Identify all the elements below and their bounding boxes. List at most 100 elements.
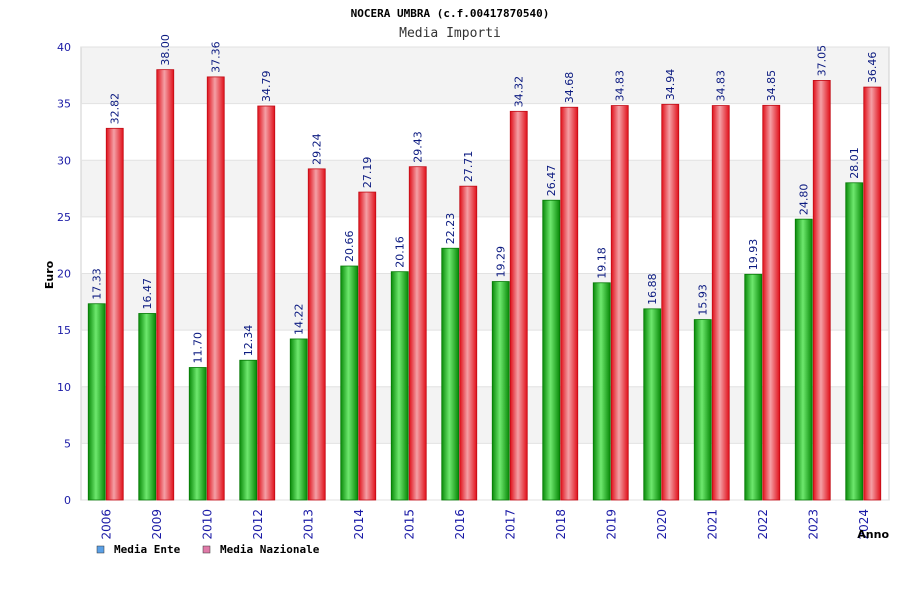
bar-media-ente (441, 247, 460, 501)
legend-label-media-nazionale: Media Nazionale (220, 543, 320, 556)
y-tick-label: 30 (57, 154, 71, 167)
bar-media-nazionale (156, 69, 175, 501)
bar-media-ente (643, 308, 662, 501)
bar-media-nazionale (610, 105, 629, 501)
bar-media-nazionale (661, 103, 680, 501)
data-label: 26.47 (545, 165, 558, 197)
data-label: 34.79 (260, 71, 273, 103)
bar-media-ente (592, 282, 611, 501)
x-tick-label: 2009 (150, 509, 164, 540)
bar-media-ente (542, 199, 561, 501)
bar-media-nazionale (711, 105, 730, 501)
bar-media-ente (138, 313, 157, 501)
bar-media-nazionale (358, 191, 377, 501)
x-tick-label: 2012 (251, 509, 265, 540)
data-label: 29.24 (311, 133, 324, 165)
x-axis-label: Anno (857, 528, 889, 541)
data-label: 20.66 (343, 231, 356, 263)
x-tick-label: 2017 (503, 509, 517, 540)
bar-media-ente (188, 367, 207, 501)
y-tick-label: 15 (57, 324, 71, 337)
data-label: 28.01 (848, 147, 861, 179)
x-tick-label: 2013 (301, 509, 315, 540)
bar-media-nazionale (509, 110, 528, 501)
bar-media-ente (491, 281, 510, 501)
legend-label-media-ente: Media Ente (114, 543, 181, 556)
legend: Media Ente Media Nazionale (96, 543, 320, 556)
y-axis-label: Euro (43, 260, 56, 289)
data-label: 17.33 (91, 268, 104, 300)
data-label: 24.80 (798, 184, 811, 216)
bar-media-nazionale (560, 106, 579, 501)
data-label: 36.46 (866, 52, 879, 84)
y-tick-label: 0 (64, 494, 71, 507)
bar-media-nazionale (812, 80, 831, 501)
legend-swatch-media-ente (96, 545, 105, 554)
data-label: 34.83 (715, 70, 728, 102)
data-label: 14.22 (293, 303, 306, 335)
y-tick-label: 5 (64, 437, 71, 450)
bar-media-nazionale (408, 166, 427, 501)
x-tick-label: 2018 (554, 509, 568, 540)
data-label: 16.47 (141, 278, 154, 310)
data-label: 37.36 (210, 41, 223, 73)
data-label: 27.19 (361, 157, 374, 189)
data-label: 15.93 (697, 284, 710, 316)
y-axis-ticks: 0 5 10 15 20 25 30 35 40 (57, 41, 71, 507)
bar-media-nazionale (863, 86, 882, 501)
y-tick-label: 35 (57, 98, 71, 111)
data-label: 32.82 (109, 93, 122, 125)
x-tick-label: 2022 (756, 509, 770, 540)
bar-media-ente (289, 338, 308, 501)
x-tick-label: 2021 (705, 509, 719, 540)
bar-media-nazionale (206, 76, 225, 501)
y-tick-label: 25 (57, 211, 71, 224)
x-tick-label: 2023 (806, 509, 820, 540)
bar-media-ente (744, 273, 763, 501)
data-label: 34.32 (513, 76, 526, 108)
data-label: 34.94 (664, 69, 677, 101)
bar-media-ente (87, 303, 106, 501)
data-label: 12.34 (242, 325, 255, 357)
bar-media-ente (340, 265, 359, 501)
x-tick-label: 2015 (402, 509, 416, 540)
chart-subtitle: Media Importi (399, 26, 501, 41)
data-label: 34.85 (765, 70, 778, 102)
data-label: 19.93 (747, 239, 760, 271)
bar-media-nazionale (307, 168, 326, 501)
y-tick-label: 20 (57, 268, 71, 281)
bar-media-ente (390, 271, 409, 501)
bar-media-ente (239, 359, 258, 501)
chart-title: NOCERA UMBRA (c.f.00417870540) (351, 7, 550, 20)
data-label: 20.16 (394, 236, 407, 268)
data-label: 22.23 (444, 213, 457, 245)
x-tick-label: 2010 (200, 509, 214, 540)
legend-swatch-media-nazionale (202, 545, 211, 554)
data-label: 19.29 (495, 246, 508, 278)
bar-media-ente (845, 182, 864, 501)
bars: 17.33 32.82 16.47 38.00 11.70 37.36 12.34 34.79… (87, 34, 882, 501)
data-label: 27.71 (462, 151, 475, 183)
data-label: 34.83 (614, 70, 627, 102)
y-tick-label: 10 (57, 381, 71, 394)
bar-media-nazionale (257, 105, 276, 501)
bar-media-ente (693, 319, 712, 501)
x-tick-label: 2014 (352, 509, 366, 540)
bar-media-ente (794, 218, 813, 501)
data-label: 38.00 (159, 34, 172, 66)
bar-media-nazionale (762, 104, 781, 501)
data-label: 19.18 (596, 247, 609, 279)
x-tick-label: 2016 (453, 509, 467, 540)
bar-media-nazionale (459, 185, 478, 501)
bar-media-nazionale (105, 127, 124, 501)
x-tick-label: 2024 (857, 509, 871, 540)
x-tick-label: 2019 (604, 509, 618, 540)
y-tick-label: 40 (57, 41, 71, 54)
data-label: 34.68 (563, 72, 576, 104)
data-label: 29.43 (412, 131, 425, 163)
data-label: 37.05 (816, 45, 829, 77)
x-axis-ticks: 2006 2009 2010 2012 2013 2014 2015 2016 2017 2018… (99, 509, 871, 540)
data-label: 11.70 (192, 332, 205, 364)
data-label: 16.88 (646, 273, 659, 305)
